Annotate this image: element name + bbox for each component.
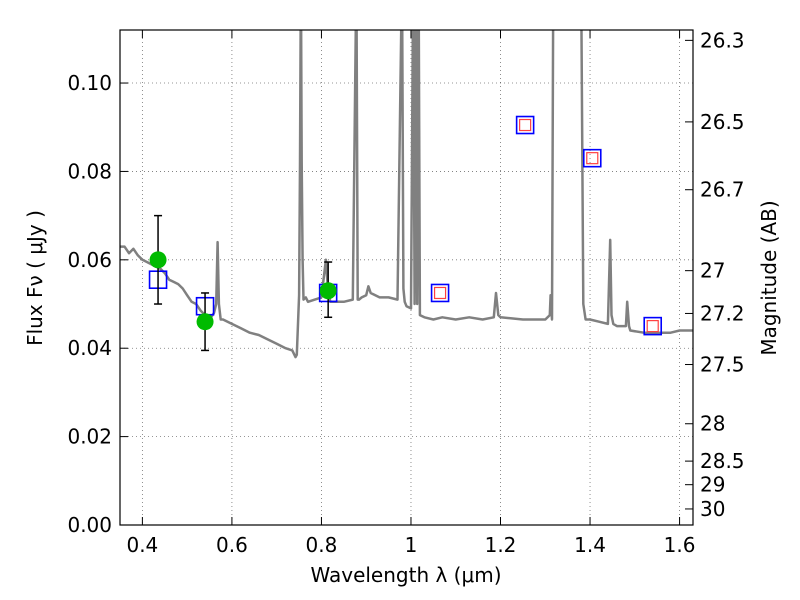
x-tick-label: 0.8: [306, 533, 338, 557]
observed-flux-point: [196, 313, 214, 331]
grid: [120, 30, 693, 525]
model-photometry-square: [582, 148, 602, 168]
y2-tick-label: 28: [700, 412, 725, 436]
y-tick-label: 0.08: [67, 159, 112, 183]
y2-tick-label: 28.5: [700, 449, 745, 473]
x-tick-label: 1: [405, 533, 418, 557]
y2-axis-title: Magnitude (AB): [757, 200, 781, 355]
red-open-square: [433, 286, 447, 300]
x-tick-label: 1.2: [485, 533, 517, 557]
x-tick-label: 0.6: [216, 533, 248, 557]
x-tick-label: 0.4: [126, 533, 158, 557]
observed-flux-point: [149, 251, 167, 269]
y-tick-label: 0.04: [67, 336, 112, 360]
y2-tick-label: 26.5: [700, 110, 745, 134]
y-tick-label: 0.02: [67, 425, 112, 449]
model-spectrum-line: [120, 30, 693, 359]
red-open-square: [519, 118, 532, 132]
model-photometry-square: [515, 115, 535, 135]
y2-tick-label: 27.5: [700, 353, 745, 377]
x-axis-ticks: 0.4 0.6 0.8 1 1.2 1.4 1.6: [126, 30, 695, 557]
y2-tick-label: 26.7: [700, 178, 745, 202]
model-photometry-square: [643, 316, 663, 336]
y-tick-label: 0.10: [67, 71, 112, 95]
data-marks: [148, 115, 663, 352]
y2-tick-label: 29: [700, 473, 725, 497]
y2-tick-label: 30: [700, 497, 725, 521]
y2-tick-label: 27: [700, 259, 725, 283]
red-open-square: [586, 152, 599, 165]
y-axis-ticks: 0.00 0.02 0.04 0.06 0.08 0.10: [67, 71, 128, 537]
y2-tick-label: 27.2: [700, 301, 745, 325]
x-tick-label: 1.6: [664, 533, 696, 557]
y-axis-title: Flux Fν ( μJy ): [23, 210, 47, 346]
observed-flux-point: [319, 282, 337, 300]
red-open-square: [646, 320, 659, 333]
x-axis-title: Wavelength λ (μm): [310, 563, 501, 587]
model-photometry-square: [430, 283, 450, 303]
y-tick-label: 0.06: [67, 248, 112, 272]
y-tick-label: 0.00: [67, 513, 112, 537]
y2-tick-label: 26.3: [700, 28, 745, 52]
plot-frame: [119, 29, 694, 526]
x-tick-label: 1.4: [574, 533, 606, 557]
